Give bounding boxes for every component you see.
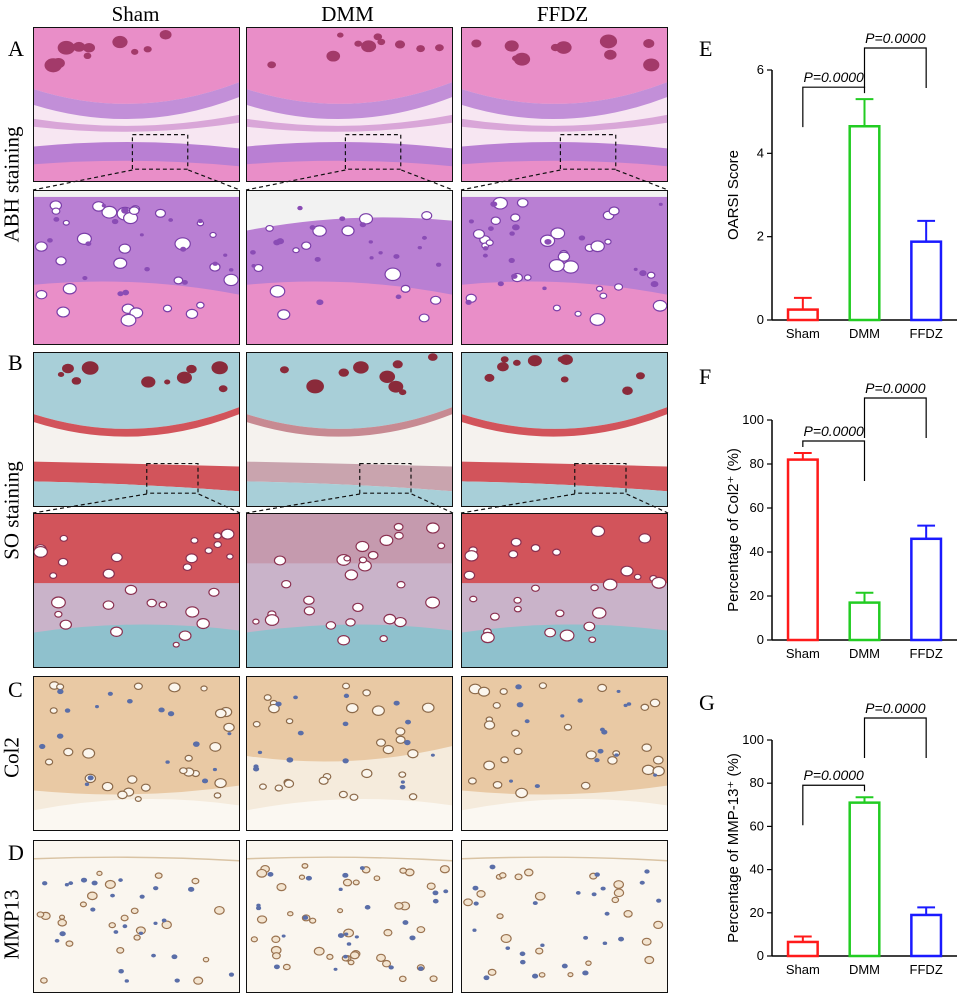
- micrograph-col2-sham: [33, 676, 240, 831]
- y-tick-label: 40: [750, 862, 764, 877]
- x-tick-label: DMM: [849, 962, 880, 977]
- bar-ffdz: [910, 537, 943, 642]
- p-value-label: P=0.0000: [865, 30, 926, 46]
- micrograph-so-zoom-dmm: [246, 513, 453, 668]
- p-value-label: P=0.0000: [865, 380, 926, 396]
- micrograph-so-overview-ffdz: [461, 352, 668, 507]
- panel-label-f: F: [699, 364, 712, 389]
- chart-f-svg: 0 20 40 60 80 100 Percentage of Col2⁺ (%) Sham D…: [725, 380, 957, 661]
- row-label-col2: Col2: [0, 737, 24, 778]
- zoom-connector-lines: [32, 169, 669, 514]
- chart-e-oarsi-score: 0 2 4 6 OARSI Score Sham DMM FFDZ P=0.0000 P=0.00…: [720, 30, 969, 360]
- micrograph-so-overview-dmm: [246, 352, 453, 507]
- bar-ffdz: [910, 913, 943, 958]
- y-tick-label: 6: [757, 62, 764, 77]
- y-tick-label: 60: [750, 818, 764, 833]
- micrograph-col2-ffdz: [461, 676, 668, 831]
- bar-dmm: [848, 801, 881, 958]
- x-tick-label: FFDZ: [910, 326, 943, 341]
- p-value-label: P=0.0000: [803, 767, 864, 783]
- y-tick-label: 20: [750, 905, 764, 920]
- panel-label-c: C: [8, 677, 23, 702]
- x-tick-label: FFDZ: [910, 646, 943, 661]
- y-tick-label: 80: [750, 775, 764, 790]
- row-label-mmp13: MMP13: [0, 889, 24, 960]
- micrograph-col2-dmm: [246, 676, 453, 831]
- panel-label-b: B: [8, 350, 23, 375]
- significance-bracket: [863, 717, 927, 758]
- micrograph-mmp13-sham: [33, 840, 240, 993]
- chart-e-svg: 0 2 4 6 OARSI Score Sham DMM FFDZ P=0.0000 P=0.00…: [725, 30, 957, 341]
- x-tick-label: DMM: [849, 326, 880, 341]
- bar-sham: [786, 940, 819, 958]
- bar-ffdz: [910, 240, 943, 322]
- column-header-sham: Sham: [111, 2, 160, 26]
- x-tick-label: FFDZ: [910, 962, 943, 977]
- bar-dmm: [848, 601, 881, 642]
- y-tick-label: 0: [757, 312, 764, 327]
- y-tick-label: 20: [750, 588, 764, 603]
- panel-label-g: G: [699, 690, 715, 715]
- bar-sham: [786, 458, 819, 642]
- y-tick-label: 60: [750, 500, 764, 515]
- y-tick-label: 4: [757, 145, 764, 160]
- micrograph-abh-zoom-sham: [33, 190, 240, 345]
- x-tick-label: DMM: [849, 646, 880, 661]
- significance-bracket: [802, 86, 866, 128]
- y-tick-label: 100: [742, 412, 764, 427]
- column-header-dmm: DMM: [321, 2, 374, 26]
- chart-g-mmp13-percentage: 0 20 40 60 80 100 Percentage of MMP-13⁺ (%) Sha…: [720, 700, 969, 996]
- micrograph-mmp13-ffdz: [461, 840, 668, 993]
- significance-bracket: [802, 784, 866, 826]
- micrograph-abh-zoom-ffdz: [461, 190, 668, 345]
- panel-label-e: E: [699, 36, 713, 61]
- micrograph-abh-overview-sham: [33, 27, 240, 182]
- panel-label-a: A: [8, 36, 24, 61]
- bar-dmm: [848, 125, 881, 322]
- chart-f-col2-percentage: 0 20 40 60 80 100 Percentage of Col2⁺ (%) Sham D…: [720, 380, 969, 680]
- significance-bracket: [863, 47, 927, 88]
- y-axis-label: Percentage of Col2⁺ (%): [725, 448, 742, 612]
- y-tick-label: 0: [757, 632, 764, 647]
- y-tick-label: 0: [757, 948, 764, 963]
- y-tick-label: 40: [750, 544, 764, 559]
- p-value-label: P=0.0000: [803, 423, 864, 439]
- x-tick-label: Sham: [786, 326, 820, 341]
- micrograph-abh-overview-dmm: [246, 27, 453, 182]
- significance-bracket: [802, 440, 866, 481]
- significance-bracket: [863, 397, 927, 438]
- column-header-ffdz: FFDZ: [536, 2, 589, 26]
- y-axis-label: Percentage of MMP-13⁺ (%): [725, 753, 742, 943]
- micrograph-mmp13-dmm: [246, 840, 453, 993]
- micrograph-so-overview-sham: [33, 352, 240, 507]
- x-tick-label: Sham: [786, 962, 820, 977]
- y-axis-label: OARSI Score: [725, 150, 742, 240]
- p-value-label: P=0.0000: [865, 700, 926, 716]
- p-value-label: P=0.0000: [803, 69, 864, 85]
- bar-sham: [786, 308, 819, 322]
- y-tick-label: 80: [750, 456, 764, 471]
- micrograph-so-zoom-sham: [33, 513, 240, 668]
- y-tick-label: 100: [742, 732, 764, 747]
- y-tick-label: 2: [757, 229, 764, 244]
- micrograph-abh-overview-ffdz: [461, 27, 668, 182]
- micrograph-abh-zoom-dmm: [246, 190, 453, 345]
- x-tick-label: Sham: [786, 646, 820, 661]
- panel-label-d: D: [8, 840, 24, 865]
- micrograph-so-zoom-ffdz: [461, 513, 668, 668]
